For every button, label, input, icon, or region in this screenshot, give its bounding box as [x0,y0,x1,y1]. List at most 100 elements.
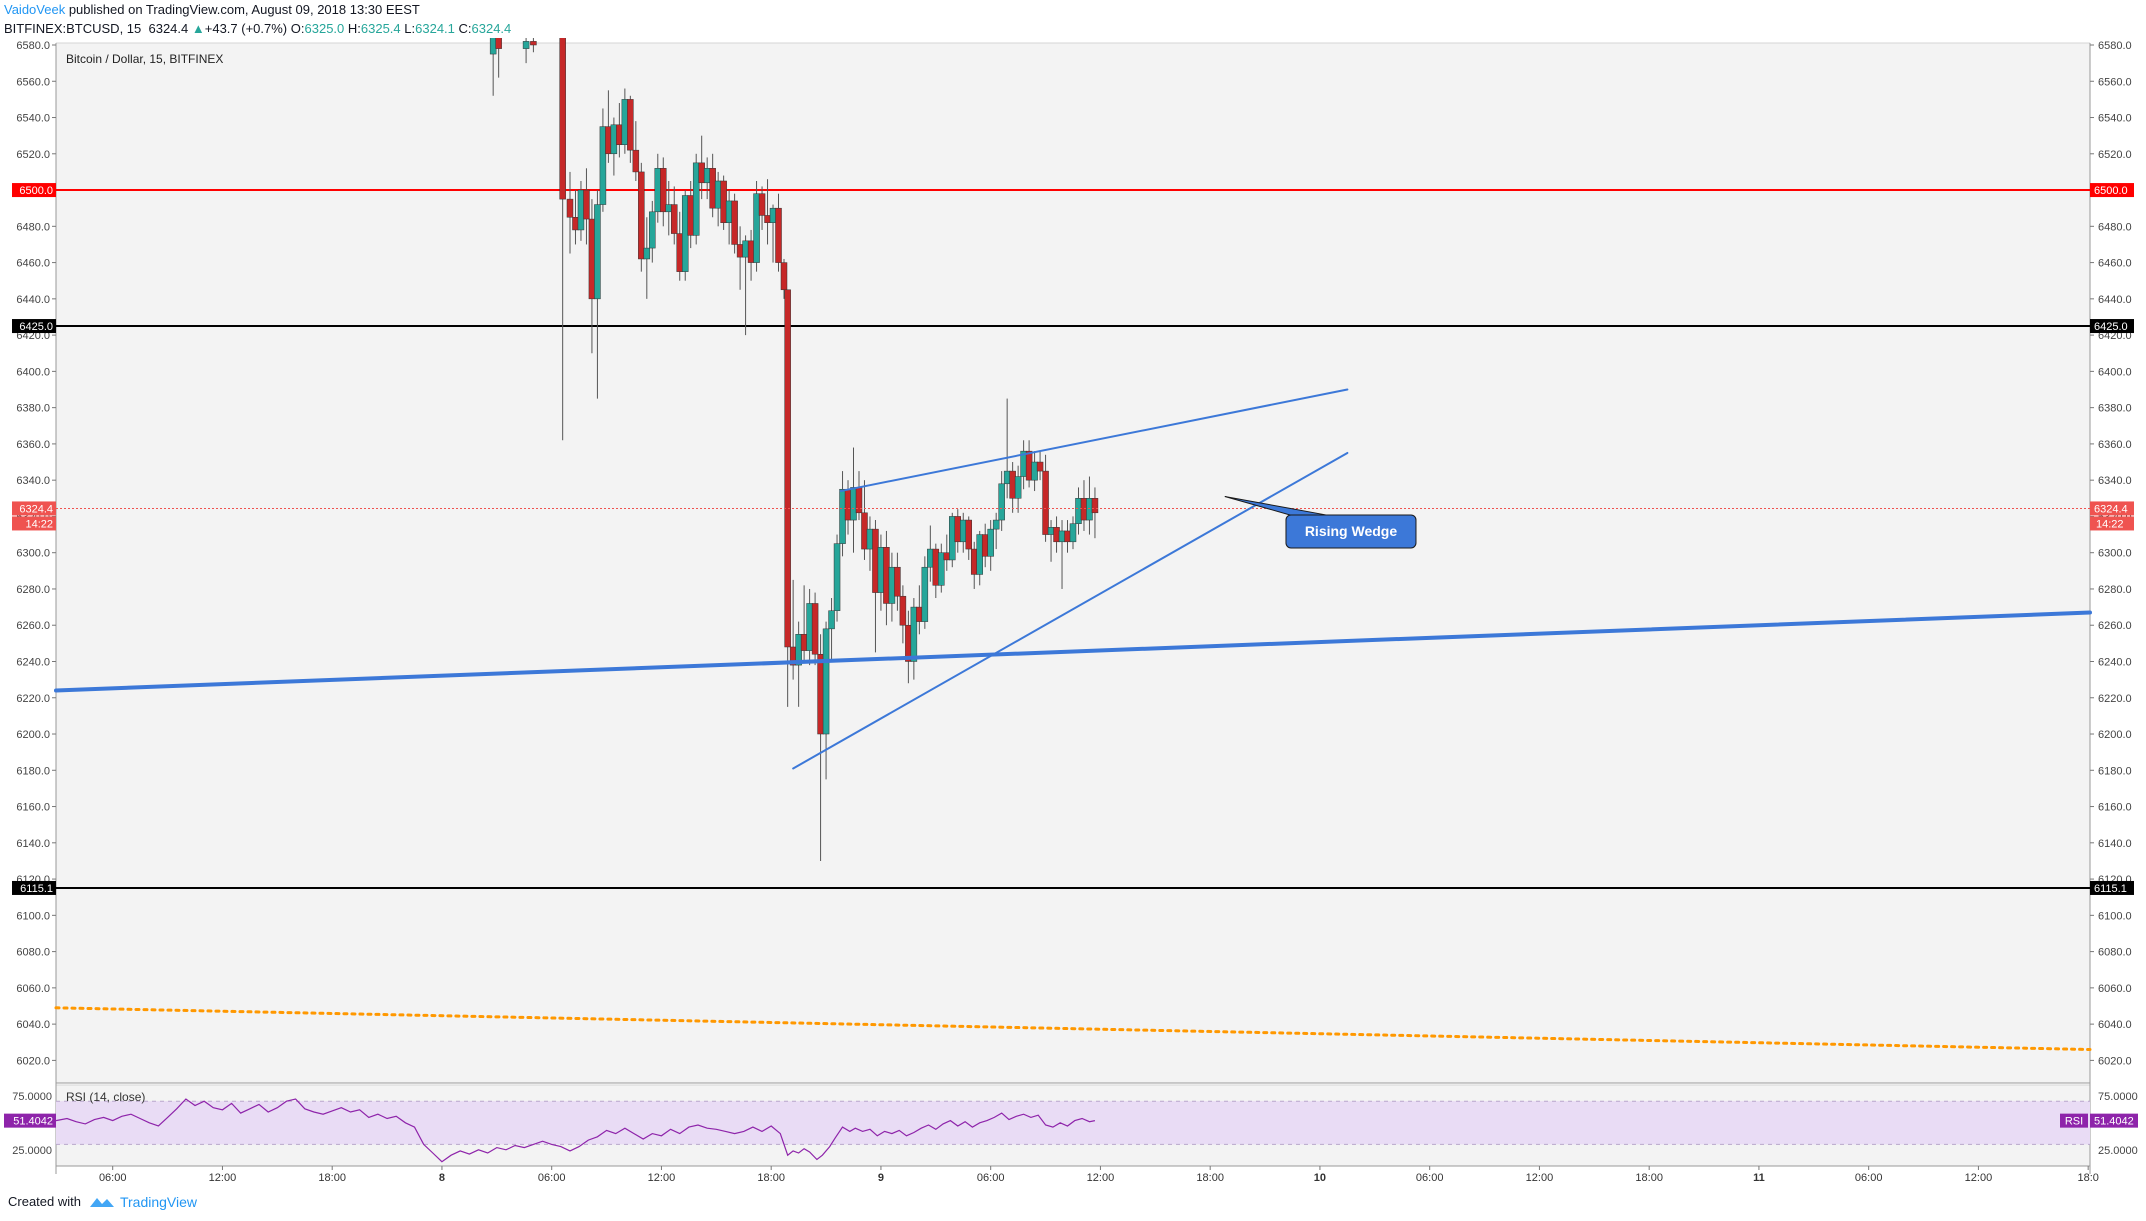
candle[interactable] [530,38,537,53]
candle[interactable] [894,552,901,611]
candle-body [899,595,907,626]
candle[interactable] [1091,487,1099,539]
candle-body [687,195,694,236]
candle[interactable] [938,543,945,593]
candle-body [877,547,885,593]
candle[interactable] [1042,454,1049,542]
x-tick-label: 11 [1753,1172,1765,1184]
y-tick-label-right: 6280.0 [2098,584,2132,596]
candle[interactable] [780,258,788,299]
y-tick-label-right: 6040.0 [2098,1019,2132,1031]
candle[interactable] [495,38,502,78]
candle[interactable] [833,534,841,622]
candle[interactable] [949,512,956,568]
candle[interactable] [627,95,634,163]
current-price-label-left: 6324.4 [19,503,53,515]
wedge-upper-line[interactable] [839,388,1349,493]
candle-body [976,534,983,575]
candle-body [1091,498,1099,514]
rsi-tick-left: 75.0000 [12,1091,52,1103]
rsi-line[interactable] [55,1098,1096,1163]
candle[interactable] [692,153,700,245]
candle[interactable] [775,193,782,272]
candle-body [943,552,951,561]
candle[interactable] [899,585,907,644]
y-tick-label-left: 6160.0 [16,802,50,814]
candle[interactable] [1036,451,1044,481]
candle-body [643,247,651,260]
current-price-label-right: 6324.4 [2094,503,2128,515]
candle-body [660,168,667,213]
candle-body [632,149,640,173]
y-tick-label-left: 6440.0 [16,294,50,306]
candle[interactable] [670,186,678,245]
rsi-value-tag-left [4,1113,56,1128]
candle[interactable] [559,38,566,441]
candle[interactable] [638,162,645,272]
candle-body [998,483,1005,521]
candle-body [627,99,634,151]
candle[interactable] [910,598,918,680]
candle[interactable] [1069,516,1077,550]
candle-body [599,126,607,205]
candle[interactable] [1014,465,1022,513]
candle[interactable] [822,621,830,780]
level-6425-tag-right [2090,319,2134,334]
x-tick-label: 06:00 [1416,1172,1444,1184]
candle[interactable] [758,186,766,230]
candle[interactable] [660,157,667,227]
y-tick-label-right: 6060.0 [2098,983,2132,995]
candle-body [1031,461,1038,481]
candle[interactable] [811,592,819,666]
candle-body [572,217,579,231]
candle[interactable] [965,516,972,560]
rsi-value-tag-right [2090,1113,2138,1128]
price-chart[interactable]: 6580.0 6580.0 6560.0 6560.0 6540.0 6540.0 6520… [0,38,2146,1190]
countdown-tag-right [2090,516,2134,531]
candle-body [638,171,645,260]
candle[interactable] [731,193,738,254]
candle[interactable] [583,168,590,245]
candle-body [709,168,716,209]
author-link[interactable]: VaidoVeek [4,2,66,17]
last-price: 6324.4 [148,21,189,36]
y-tick-label-left: 6520.0 [16,149,50,161]
low-label: L: [404,21,416,36]
up-arrow-icon: ▲ [191,21,205,36]
candle[interactable] [632,121,640,181]
candle[interactable] [784,289,791,707]
candle[interactable] [720,175,727,230]
candle[interactable] [594,190,601,399]
resistance-6500-tag-left [12,183,56,198]
candle[interactable] [522,38,530,64]
candle[interactable] [987,520,994,571]
candle[interactable] [599,108,607,212]
long-support-line[interactable] [54,610,2092,693]
x-tick-label: 18:00 [1196,1172,1224,1184]
y-tick-label-right: 6240.0 [2098,656,2132,668]
tradingview-link[interactable]: TradingView [89,1194,197,1210]
candle-body [736,244,744,258]
candle[interactable] [566,171,574,254]
candle[interactable] [921,556,929,629]
current-price-tag-left [12,501,56,516]
candle[interactable] [753,180,760,272]
rsi-tick-right: 75.0000 [2098,1091,2138,1103]
candle[interactable] [681,190,689,281]
candle[interactable] [998,471,1005,531]
x-tick-label: 12:00 [209,1172,237,1184]
candle-body [621,99,629,145]
candle[interactable] [828,598,835,662]
candle-body [676,233,683,272]
rsi-indicator: 75.0000 75.0000 25.0000 25.0000 RSI (14, clo… [4,1090,2138,1163]
wedge-lower-line[interactable] [792,451,1349,770]
x-tick-label: 12:00 [1965,1172,1993,1184]
orange-dotted-line[interactable] [54,1006,2092,1052]
candle-body [800,634,808,651]
y-tick-label-left: 6380.0 [16,403,50,415]
y-tick-label-left: 6540.0 [16,113,50,125]
candle[interactable] [643,217,651,299]
rising-wedge-callout[interactable]: Rising Wedge [1224,495,1417,549]
candle[interactable] [992,512,1000,550]
candle[interactable] [649,200,656,263]
